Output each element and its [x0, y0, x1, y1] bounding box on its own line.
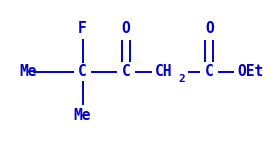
- Text: Me: Me: [19, 64, 37, 80]
- Text: O: O: [122, 21, 130, 36]
- Text: Me: Me: [74, 108, 91, 123]
- Text: F: F: [78, 21, 87, 36]
- Text: C: C: [78, 64, 87, 80]
- Text: CH: CH: [155, 64, 173, 80]
- Text: 2: 2: [179, 74, 185, 84]
- Text: O: O: [205, 21, 214, 36]
- Text: OEt: OEt: [238, 64, 264, 80]
- Text: C: C: [122, 64, 130, 80]
- Text: C: C: [205, 64, 214, 80]
